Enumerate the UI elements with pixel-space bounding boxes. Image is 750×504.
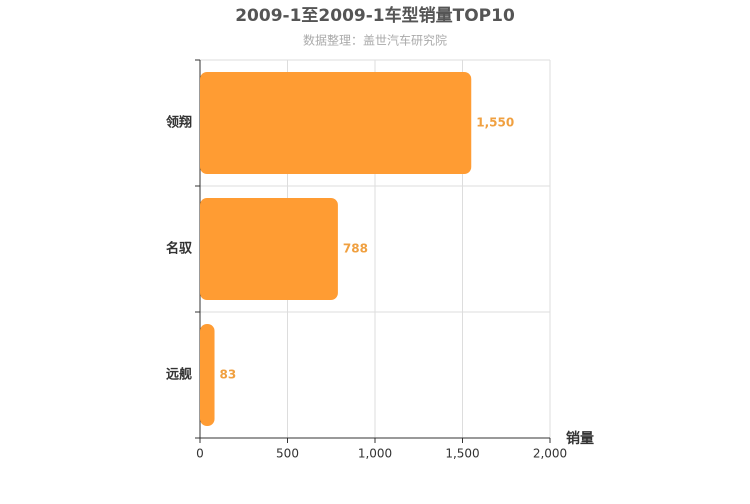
value-label: 788: [343, 242, 368, 256]
x-tick-label: 2,000: [533, 447, 567, 461]
bar: [200, 323, 215, 427]
bar: [200, 197, 338, 301]
bar: [200, 71, 472, 175]
x-tick-label: 0: [196, 447, 204, 461]
chart-subtitle: 数据整理：盖世汽车研究院: [303, 33, 447, 48]
y-tick-label: 领翔: [166, 115, 192, 131]
x-axis-label: 销量: [566, 430, 594, 447]
x-tick-label: 1,000: [358, 447, 392, 461]
y-tick-label: 名驭: [166, 241, 193, 257]
value-label: 1,550: [476, 116, 514, 130]
x-tick-label: 500: [276, 447, 299, 461]
x-tick-label: 1,500: [445, 447, 479, 461]
value-label: 83: [220, 368, 237, 382]
chart-title: 2009-1至2009-1车型销量TOP10: [235, 5, 515, 26]
y-tick-label: 远舰: [166, 367, 192, 383]
